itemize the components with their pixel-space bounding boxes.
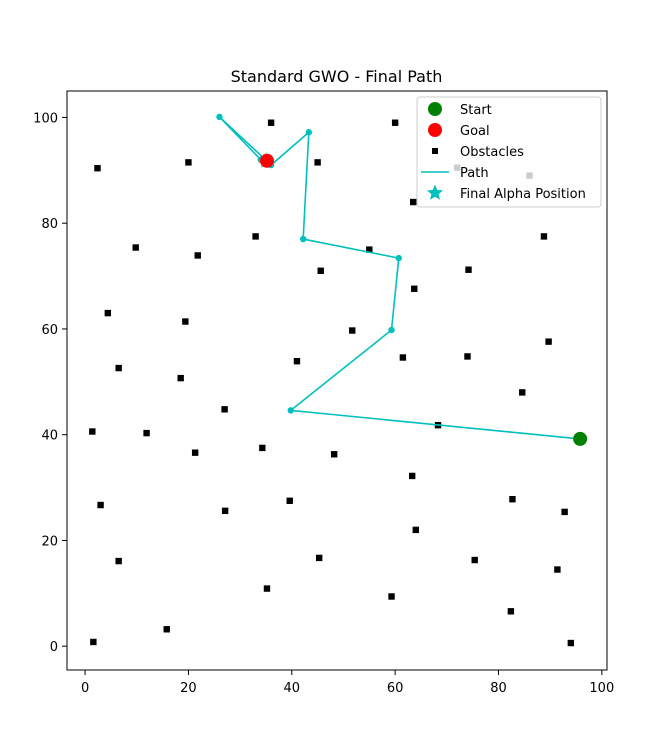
y-tick-label: 80 (41, 217, 58, 232)
legend-start-marker (428, 102, 442, 116)
obstacle-point (330, 451, 338, 458)
start-point (573, 431, 588, 446)
obstacle-point (115, 364, 122, 372)
obstacle-point (545, 338, 552, 345)
path-waypoint (395, 254, 402, 262)
y-tick-label: 60 (41, 323, 58, 338)
obstacle-point (221, 507, 229, 515)
legend-alpha-star-icon (426, 184, 444, 200)
legend-box (416, 96, 602, 208)
path-waypoint (287, 407, 294, 414)
obstacle-point (471, 556, 478, 564)
obstacle-point (252, 233, 259, 240)
obstacle-point (519, 389, 526, 396)
obstacle-point (263, 585, 271, 592)
obstacle-point (554, 566, 561, 573)
legend-obstacles-marker (432, 148, 438, 154)
legend-path-label: Path (460, 166, 489, 181)
obstacle-point (561, 508, 568, 516)
start-goal-markers (259, 153, 274, 168)
obstacle-point (191, 449, 199, 456)
x-tick-label: 40 (284, 681, 301, 696)
obstacle-point (185, 159, 192, 166)
obstacle-point (89, 428, 96, 435)
obstacle-point (90, 638, 97, 646)
obstacle-point (317, 267, 324, 274)
obstacle-point (366, 246, 373, 253)
obstacle-point (115, 557, 122, 565)
y-tick-label: 20 (41, 534, 58, 549)
x-axis: 0 20 40 60 80 100 (81, 670, 614, 696)
obstacle-point (314, 159, 321, 166)
y-tick-label: 40 (41, 429, 58, 444)
obstacle-point (286, 497, 293, 504)
obstacle-point (177, 374, 184, 382)
obstacle-point (465, 266, 472, 273)
obstacles-series (89, 119, 575, 647)
y-tick-label: 0 (50, 640, 58, 655)
obstacle-point (399, 354, 407, 361)
goal-point (259, 153, 274, 168)
obstacle-point (259, 444, 266, 452)
obstacle-point (412, 526, 420, 534)
legend-obstacles-label: Obstacles (460, 145, 524, 160)
chart-title: Standard GWO - Final Path (231, 67, 443, 86)
obstacle-point (182, 318, 189, 325)
obstacle-point (163, 626, 170, 633)
plot-area-frame (66, 90, 608, 671)
x-tick-label: 0 (81, 681, 89, 696)
obstacle-point (567, 639, 575, 647)
x-tick-label: 80 (490, 681, 507, 696)
path-waypoint (388, 326, 395, 334)
legend: Start Goal Obstacles Path Final Alpha Po… (416, 96, 602, 208)
obstacle-point (267, 119, 275, 126)
obstacle-point (507, 608, 515, 615)
obstacle-point (540, 233, 548, 240)
obstacle-point (104, 309, 112, 317)
obstacle-point (464, 353, 471, 360)
path-waypoint (305, 129, 313, 136)
obstacle-point (391, 119, 399, 126)
obstacle-point (143, 429, 150, 437)
legend-alpha-label: Final Alpha Position (460, 187, 586, 202)
path-line (218, 116, 581, 440)
path-waypoint (299, 235, 307, 243)
obstacle-point (408, 472, 416, 480)
path-waypoint (216, 113, 223, 121)
obstacle-point (194, 252, 201, 259)
legend-goal-marker (428, 123, 442, 137)
obstacle-point (97, 501, 104, 509)
x-tick-label: 60 (387, 681, 404, 696)
obstacle-point (315, 554, 323, 562)
obstacle-point (349, 327, 356, 334)
obstacle-point (221, 406, 228, 413)
obstacle-point (293, 358, 301, 365)
x-tick-label: 20 (180, 681, 197, 696)
obstacle-point (410, 198, 417, 206)
y-tick-label: 100 (33, 111, 58, 126)
legend-goal-label: Goal (460, 124, 490, 139)
obstacle-point (132, 244, 139, 251)
x-tick-label: 100 (589, 681, 614, 696)
obstacle-point (509, 496, 516, 503)
obstacle-point (388, 593, 395, 600)
obstacle-point (411, 285, 418, 292)
legend-start-label: Start (460, 103, 492, 118)
obstacle-point (94, 165, 101, 172)
y-axis: 0 20 40 60 80 100 (33, 111, 67, 655)
